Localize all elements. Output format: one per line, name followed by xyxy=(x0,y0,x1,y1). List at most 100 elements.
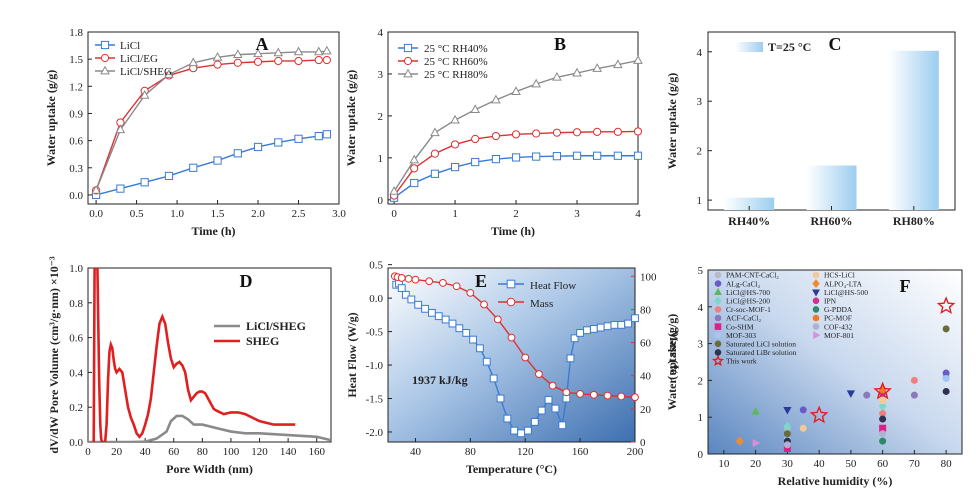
data-point xyxy=(942,387,950,395)
x-tick-label: 60 xyxy=(168,446,180,458)
data-point xyxy=(572,67,582,77)
legend-marker xyxy=(812,314,820,322)
panel-letter: B xyxy=(554,34,566,54)
legend-marker xyxy=(812,297,820,305)
data-point xyxy=(596,323,605,332)
y-tick-label: 0.0 xyxy=(69,437,83,449)
legend-entry: LiCl@HS-200 xyxy=(726,297,770,306)
bar-rh60 xyxy=(806,165,857,210)
plot-background xyxy=(388,268,635,442)
y-tick-label: 1.2 xyxy=(69,81,83,93)
data-point xyxy=(551,404,560,413)
y-tick-label: 1 xyxy=(378,153,384,165)
y-right-tick-label: 80 xyxy=(640,304,652,316)
plot-frame xyxy=(387,267,636,443)
series-licl xyxy=(91,130,331,200)
data-point xyxy=(633,55,643,64)
x-tick-label: 4 xyxy=(635,208,641,220)
x-tick-label: 2.0 xyxy=(251,208,265,220)
series-line xyxy=(393,130,638,197)
data-point xyxy=(455,324,464,333)
x-tick-label: 70 xyxy=(909,458,921,470)
data-point xyxy=(593,127,602,136)
series-line xyxy=(92,268,296,442)
annotation-text: 1937 kJ/kg xyxy=(412,373,468,387)
data-point xyxy=(273,47,284,57)
legend-marker xyxy=(812,306,820,313)
data-point xyxy=(389,186,399,195)
data-point xyxy=(562,388,571,397)
data-point xyxy=(397,284,406,292)
data-point xyxy=(532,129,541,138)
x-tick-label: 1 xyxy=(452,208,458,220)
y-tick-label: 1 xyxy=(697,195,703,207)
legend-entry: MOF-303 xyxy=(726,331,756,340)
data-point xyxy=(397,274,406,282)
y-axis-label: Water uptake (g/g) xyxy=(665,73,679,169)
legend-marker xyxy=(403,68,413,78)
legend-marker xyxy=(812,279,820,289)
legend-entry: T=25 °C xyxy=(768,40,811,54)
data-point xyxy=(566,354,575,363)
data-point xyxy=(450,140,460,149)
y-tick-label: 0 xyxy=(378,195,384,207)
data-point xyxy=(471,134,480,144)
x-tick-label: 20 xyxy=(111,446,123,458)
y-axis-label: Water uptake (g/g) xyxy=(665,314,679,410)
data-point xyxy=(496,394,505,403)
x-tick-label: 20 xyxy=(750,458,762,470)
data-point xyxy=(322,130,331,139)
data-point xyxy=(253,48,263,58)
legend-entry: Co-SHM xyxy=(726,322,754,331)
legend-entry: ACF-CaCl₂ xyxy=(726,314,762,323)
x-tick-label: 2 xyxy=(513,208,519,220)
data-point xyxy=(407,295,416,304)
data-point xyxy=(531,78,541,88)
data-point xyxy=(603,322,612,331)
series-12 xyxy=(783,390,856,415)
data-point xyxy=(438,279,447,287)
legend-entry: LiCl@HS-500 xyxy=(824,288,868,297)
y-right-tick-label: 0 xyxy=(640,437,646,449)
series-heat-flow xyxy=(392,279,639,438)
data-point xyxy=(570,334,579,343)
legend-entry: HCS-LiCl xyxy=(824,271,855,280)
data-point xyxy=(274,56,283,66)
x-tick-label: 160 xyxy=(308,446,325,458)
data-point xyxy=(188,57,199,67)
x-tick-label: 0 xyxy=(85,446,91,458)
legend-marker xyxy=(714,340,722,348)
y-tick-label: 0.3 xyxy=(69,163,83,175)
legend-marker xyxy=(812,271,820,279)
data-point xyxy=(558,421,567,430)
series-10 xyxy=(799,397,887,432)
data-point xyxy=(404,274,413,283)
data-point xyxy=(410,164,419,173)
series-2 xyxy=(389,55,643,195)
data-point xyxy=(430,149,440,158)
legend-entry: LiCl/EG xyxy=(120,53,158,65)
data-point xyxy=(532,152,541,161)
data-point xyxy=(471,157,480,167)
panel-letter: F xyxy=(900,276,911,296)
legend-marker xyxy=(714,323,722,330)
data-point xyxy=(430,169,440,178)
data-point xyxy=(572,128,582,137)
series-0 xyxy=(389,151,643,202)
data-point xyxy=(613,151,622,160)
panel-c: 1 2 3 4 RH40% RH60% RH80% T=25 °C Water uptake (… xyxy=(665,31,956,228)
x-tick-label: RH40% xyxy=(728,214,770,228)
x-tick-label: 2.5 xyxy=(292,208,306,220)
x-tick-label: 120 xyxy=(517,446,534,458)
data-point xyxy=(294,56,303,66)
data-point xyxy=(589,390,598,399)
series-sheg xyxy=(92,268,296,442)
panel-letter: A xyxy=(256,34,269,54)
x-tick-label: 60 xyxy=(877,458,889,470)
legend-entry: Saturated LiCl solution xyxy=(726,340,796,349)
x-tick-label: 0.5 xyxy=(130,208,144,220)
legend-marker xyxy=(714,296,722,306)
legend-entry: LiCl/SHEG xyxy=(246,319,306,333)
legend-marker xyxy=(714,349,722,356)
